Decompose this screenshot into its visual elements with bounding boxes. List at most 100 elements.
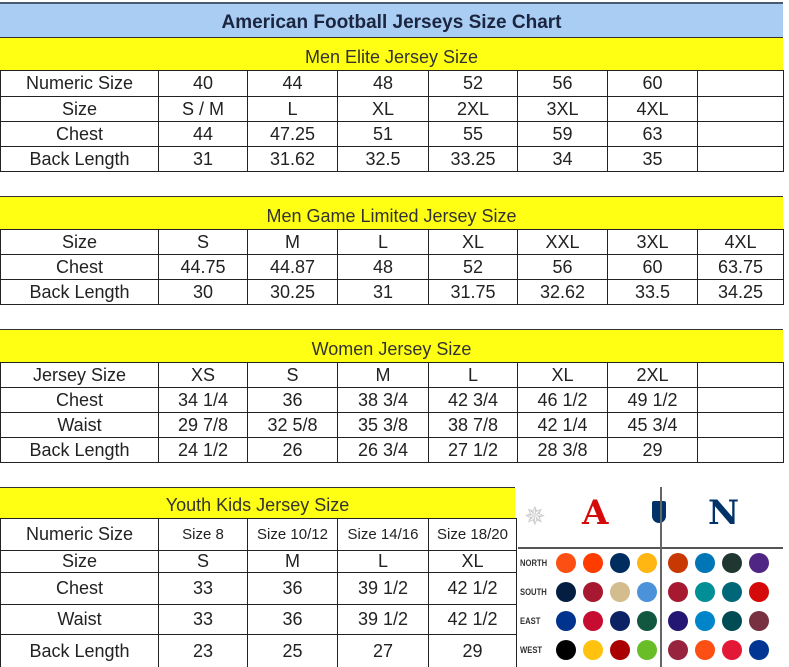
team-logo-icon — [695, 611, 715, 631]
nfl-team-logos-panel: ✵ A N NORTH SOUTH EAST WEST — [518, 487, 789, 667]
table-cell: 48 — [337, 70, 429, 97]
table-cell: 26 3/4 — [337, 437, 429, 463]
table-cell: 51 — [337, 121, 429, 147]
team-logo-icon — [668, 611, 688, 631]
team-logo-icon — [583, 553, 603, 573]
table-cell: 36 — [247, 572, 338, 605]
table-cell: 49 1/2 — [607, 387, 698, 413]
table-cell: 38 7/8 — [428, 412, 518, 438]
row-label: Size — [0, 550, 159, 573]
team-logo-icon — [749, 611, 769, 631]
row-label: Chest — [0, 121, 159, 147]
table-row: Chest 44.75 44.87 48 52 56 60 63.75 — [0, 254, 784, 280]
section-heading: Women Jersey Size — [0, 329, 783, 362]
team-logo-icon — [668, 582, 688, 602]
table-cell: 4XL — [697, 229, 784, 255]
row-label: Jersey Size — [0, 362, 159, 388]
table-cell: Size 8 — [158, 518, 248, 551]
table-cell: 33.5 — [607, 279, 698, 305]
table-cell: XL — [517, 362, 608, 388]
table-cell: 39 1/2 — [337, 604, 429, 635]
table-cell: 30 — [158, 279, 248, 305]
team-logo-icon — [749, 640, 769, 660]
table-cell: XS — [158, 362, 248, 388]
team-logo-icon — [637, 553, 657, 573]
team-logo-icon — [556, 640, 576, 660]
team-logo-icon — [722, 553, 742, 573]
table-cell: L — [428, 362, 518, 388]
table-cell: 4XL — [607, 96, 698, 122]
team-logo-icon — [668, 640, 688, 660]
section-heading: Men Game Limited Jersey Size — [0, 196, 783, 229]
table-cell: 32.5 — [337, 146, 429, 172]
table-cell: 34 1/4 — [158, 387, 248, 413]
division-label: NORTH — [520, 558, 548, 568]
table-cell: S — [158, 229, 248, 255]
row-label: Chest — [0, 387, 159, 413]
table-cell: 32.62 — [517, 279, 608, 305]
table-cell: 56 — [517, 70, 608, 97]
team-logo-icon — [722, 640, 742, 660]
table-cell: 36 — [247, 604, 338, 635]
table-cell: 34.25 — [697, 279, 784, 305]
table-cell — [697, 412, 784, 438]
table-cell — [697, 70, 784, 97]
table-cell: M — [247, 229, 338, 255]
nfc-logo: N — [708, 493, 740, 533]
table-cell: 31 — [337, 279, 429, 305]
row-label: Chest — [0, 572, 159, 605]
table-row: Waist 33 36 39 1/2 42 1/2 — [0, 604, 517, 635]
section-heading: Youth Kids Jersey Size — [0, 487, 515, 518]
team-logo-icon — [610, 640, 630, 660]
table-cell: 44.75 — [158, 254, 248, 280]
team-logo-icon — [695, 640, 715, 660]
size-table: Numeric Size Size 8 Size 10/12 Size 14/16 Si… — [0, 518, 517, 667]
table-cell: 45 3/4 — [607, 412, 698, 438]
division-label: WEST — [520, 645, 543, 655]
table-cell: Size 10/12 — [247, 518, 338, 551]
table-cell: 33.25 — [428, 146, 518, 172]
team-logo-icon — [610, 553, 630, 573]
table-cell: 59 — [517, 121, 608, 147]
table-cell: 39 1/2 — [337, 572, 429, 605]
table-cell: 31 — [158, 146, 248, 172]
row-label: Waist — [0, 604, 159, 635]
table-cell: 33 — [158, 604, 248, 635]
table-cell: 36 — [247, 387, 338, 413]
table-cell: 3XL — [607, 229, 698, 255]
row-label: Back Length — [0, 146, 159, 172]
table-row: Size S M L XL — [0, 550, 517, 573]
table-cell: XL — [428, 229, 518, 255]
table-cell: M — [247, 550, 338, 573]
table-cell: 29 — [607, 437, 698, 463]
row-label: Size — [0, 96, 159, 122]
table-cell: 32 5/8 — [247, 412, 338, 438]
table-cell: XL — [337, 96, 429, 122]
row-label: Back Length — [0, 437, 159, 463]
division-row: NORTH — [518, 549, 789, 579]
table-cell: 48 — [337, 254, 429, 280]
table-cell: 23 — [158, 634, 248, 667]
chart-title: American Football Jerseys Size Chart — [0, 2, 783, 38]
table-cell: 44 — [158, 121, 248, 147]
table-cell: 29 — [428, 634, 517, 667]
team-logo-icon — [556, 582, 576, 602]
table-cell — [697, 387, 784, 413]
table-cell: S / M — [158, 96, 248, 122]
team-logo-icon — [583, 582, 603, 602]
team-logo-icon — [583, 640, 603, 660]
table-cell: 3XL — [517, 96, 608, 122]
table-cell: 44 — [247, 70, 338, 97]
team-logo-icon — [556, 611, 576, 631]
table-cell: S — [247, 362, 338, 388]
table-cell: 46 1/2 — [517, 387, 608, 413]
nfl-shield-logo — [652, 501, 666, 523]
row-label: Numeric Size — [0, 518, 159, 551]
row-label: Back Length — [0, 279, 159, 305]
table-cell: 44.87 — [247, 254, 338, 280]
table-cell: 52 — [428, 70, 518, 97]
table-row: Waist 29 7/8 32 5/8 35 3/8 38 7/8 42 1/4 45 3/… — [0, 412, 784, 438]
table-cell: 30.25 — [247, 279, 338, 305]
table-cell: 28 3/8 — [517, 437, 608, 463]
table-cell: 2XL — [607, 362, 698, 388]
